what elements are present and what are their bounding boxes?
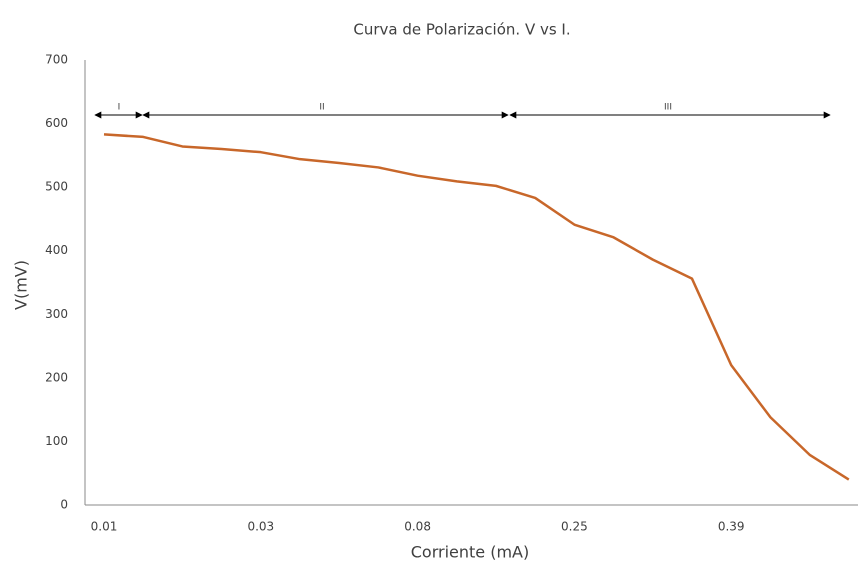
x-axis-label: Corriente (mA)	[411, 543, 529, 562]
y-tick-label: 300	[45, 307, 68, 321]
annotation: III	[664, 103, 672, 113]
y-tick-label: 200	[45, 370, 68, 384]
data-line	[103, 133, 850, 481]
y-tick-label: 500	[45, 180, 68, 194]
x-tick-label: 0.25	[561, 520, 588, 534]
y-tick-label: 600	[45, 116, 68, 130]
annotation: I	[118, 103, 121, 113]
x-tick-label: 0.08	[404, 520, 431, 534]
y-tick-label: 700	[45, 53, 68, 67]
y-axis-label: V(mV)	[12, 260, 31, 310]
annotation: II	[319, 103, 324, 113]
chart-title: Curva de Polarización. V vs I.	[353, 21, 570, 39]
x-tick-label: 0.01	[91, 520, 118, 534]
y-tick-label: 100	[45, 434, 68, 448]
x-tick-label: 0.39	[718, 520, 745, 534]
y-tick-label: 400	[45, 243, 68, 257]
x-tick-label: 0.03	[247, 520, 274, 534]
y-tick-label: 0	[60, 498, 68, 512]
